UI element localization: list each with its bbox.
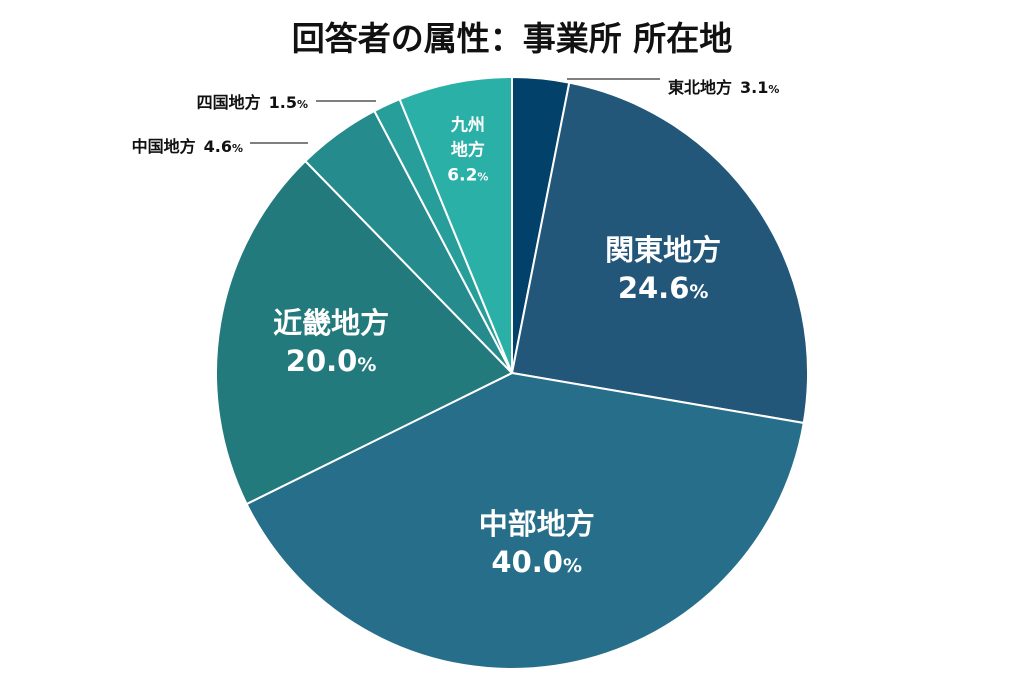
slice-label-value: 20.0% [286, 344, 377, 378]
slice-label-name: 地方 [451, 139, 485, 160]
slice-label-name: 九州 [450, 115, 485, 135]
slice-中部地方 [245, 371, 805, 671]
slice-label-name: 中部地方 [479, 507, 595, 541]
slice-label-name: 関東地方 [605, 233, 721, 267]
slice-label-value: 6.2% [447, 165, 488, 185]
slice-九州地方 [398, 75, 513, 374]
slice-近畿地方 [215, 159, 514, 506]
slices-layer [215, 75, 809, 671]
slice-label-outside: 中国地方 4.6% [132, 137, 243, 156]
slice-label-value: 40.0% [491, 545, 582, 579]
slice-label-outside: 四国地方 1.5% [197, 93, 308, 112]
slice-labels: 東北地方 3.1% 関東地方 24.6% 中部地方 40.0% 近畿地方 20.0% 中国地方… [132, 78, 780, 579]
slice-label-name: 近畿地方 [273, 306, 389, 340]
leader-lines [250, 78, 660, 144]
slice-label-outside: 東北地方 3.1% [668, 78, 779, 97]
slice-label-value: 24.6% [618, 271, 709, 305]
chart-title: 回答者の属性：事業所 所在地 [292, 19, 733, 58]
slice-関東地方 [510, 81, 809, 425]
